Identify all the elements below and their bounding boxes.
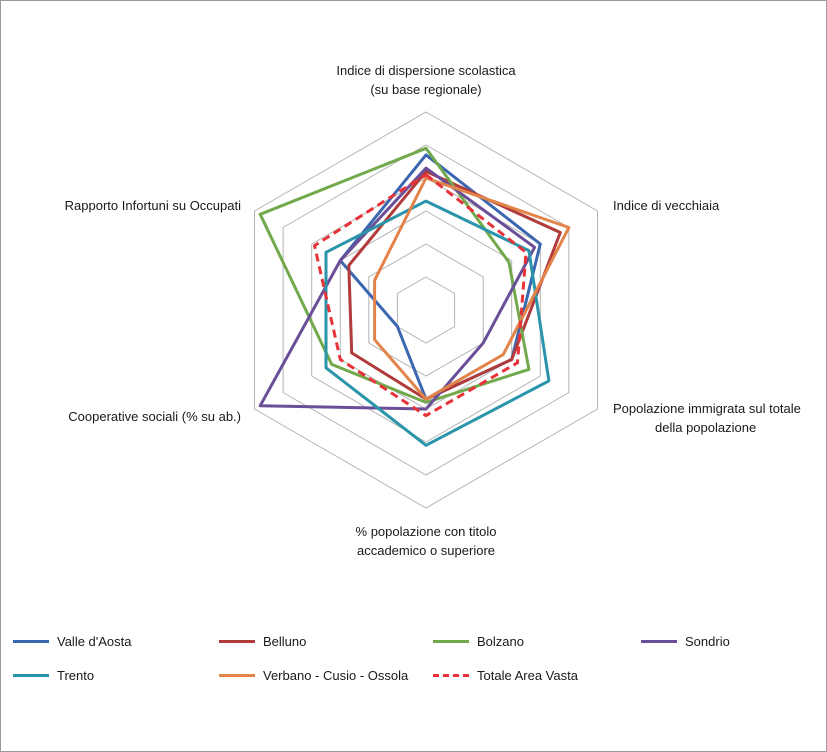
series-line-4 [324,199,551,447]
series-line-2 [258,146,531,404]
radar-chart: Indice di dispersione scolastica (su base… [65,63,801,558]
grid-ring-6 [254,111,598,509]
legend: Valle d'Aosta Belluno Bolzano Sondrio Trento… [1,621,826,701]
grid-ring-2 [368,243,484,377]
legend-swatch-6 [433,673,469,677]
axis-label-0-line-0: Indice di dispersione scolastica [336,63,516,78]
legend-item-4: Trento [13,665,94,685]
axis-label-5-line-0: Rapporto Infortuni su Occupati [65,198,241,213]
legend-label-5: Verbano - Cusio - Ossola [263,667,409,683]
legend-label-2: Bolzano [477,633,524,649]
legend-swatch-1 [219,639,255,643]
axis-label-1-line-0: Indice di vecchiaia [613,198,720,213]
legend-item-5: Verbano - Cusio - Ossola [219,665,408,685]
axis-label-2: Popolazione immigrata sul totale della po… [613,401,801,435]
axis-label-0: Indice di dispersione scolastica (su base… [336,63,516,97]
legend-label-1: Belluno [263,633,307,649]
axis-label-4-line-0: Cooperative sociali (% su ab.) [68,409,241,424]
legend-swatch-0 [13,639,49,643]
axis-label-3-line-1: accademico o superiore [357,543,495,558]
legend-label-0: Valle d'Aosta [57,633,132,649]
legend-swatch-5 [219,673,255,677]
legend-label-4: Trento [57,667,95,683]
legend-item-2: Bolzano [433,631,524,651]
legend-swatch-3 [641,639,677,643]
legend-item-0: Valle d'Aosta [13,631,132,651]
axis-label-2-line-0: Popolazione immigrata sul totale [613,401,801,416]
legend-item-3: Sondrio [641,631,730,651]
axis-label-0-line-1: (su base regionale) [370,82,481,97]
legend-label-3: Sondrio [685,633,730,649]
axis-label-3-line-0: % popolazione con titolo [356,524,497,539]
axis-label-5: Rapporto Infortuni su Occupati [65,198,241,213]
series-line-3 [258,166,537,411]
legend-label-6: Totale Area Vasta [477,667,578,683]
series-line-5 [373,176,571,401]
series-line-6 [313,173,528,418]
legend-swatch-2 [433,639,469,643]
axis-label-1: Indice di vecchiaia [613,198,720,213]
legend-item-6: Totale Area Vasta [433,665,578,685]
legend-swatch-4 [13,673,49,677]
grid-ring-1 [396,276,456,344]
axis-label-2-line-1: della popolazione [655,420,756,435]
axis-label-4: Cooperative sociali (% su ab.) [68,409,241,424]
legend-item-1: Belluno [219,631,306,651]
axis-label-3: % popolazione con titolo accademico o sup… [356,524,497,558]
